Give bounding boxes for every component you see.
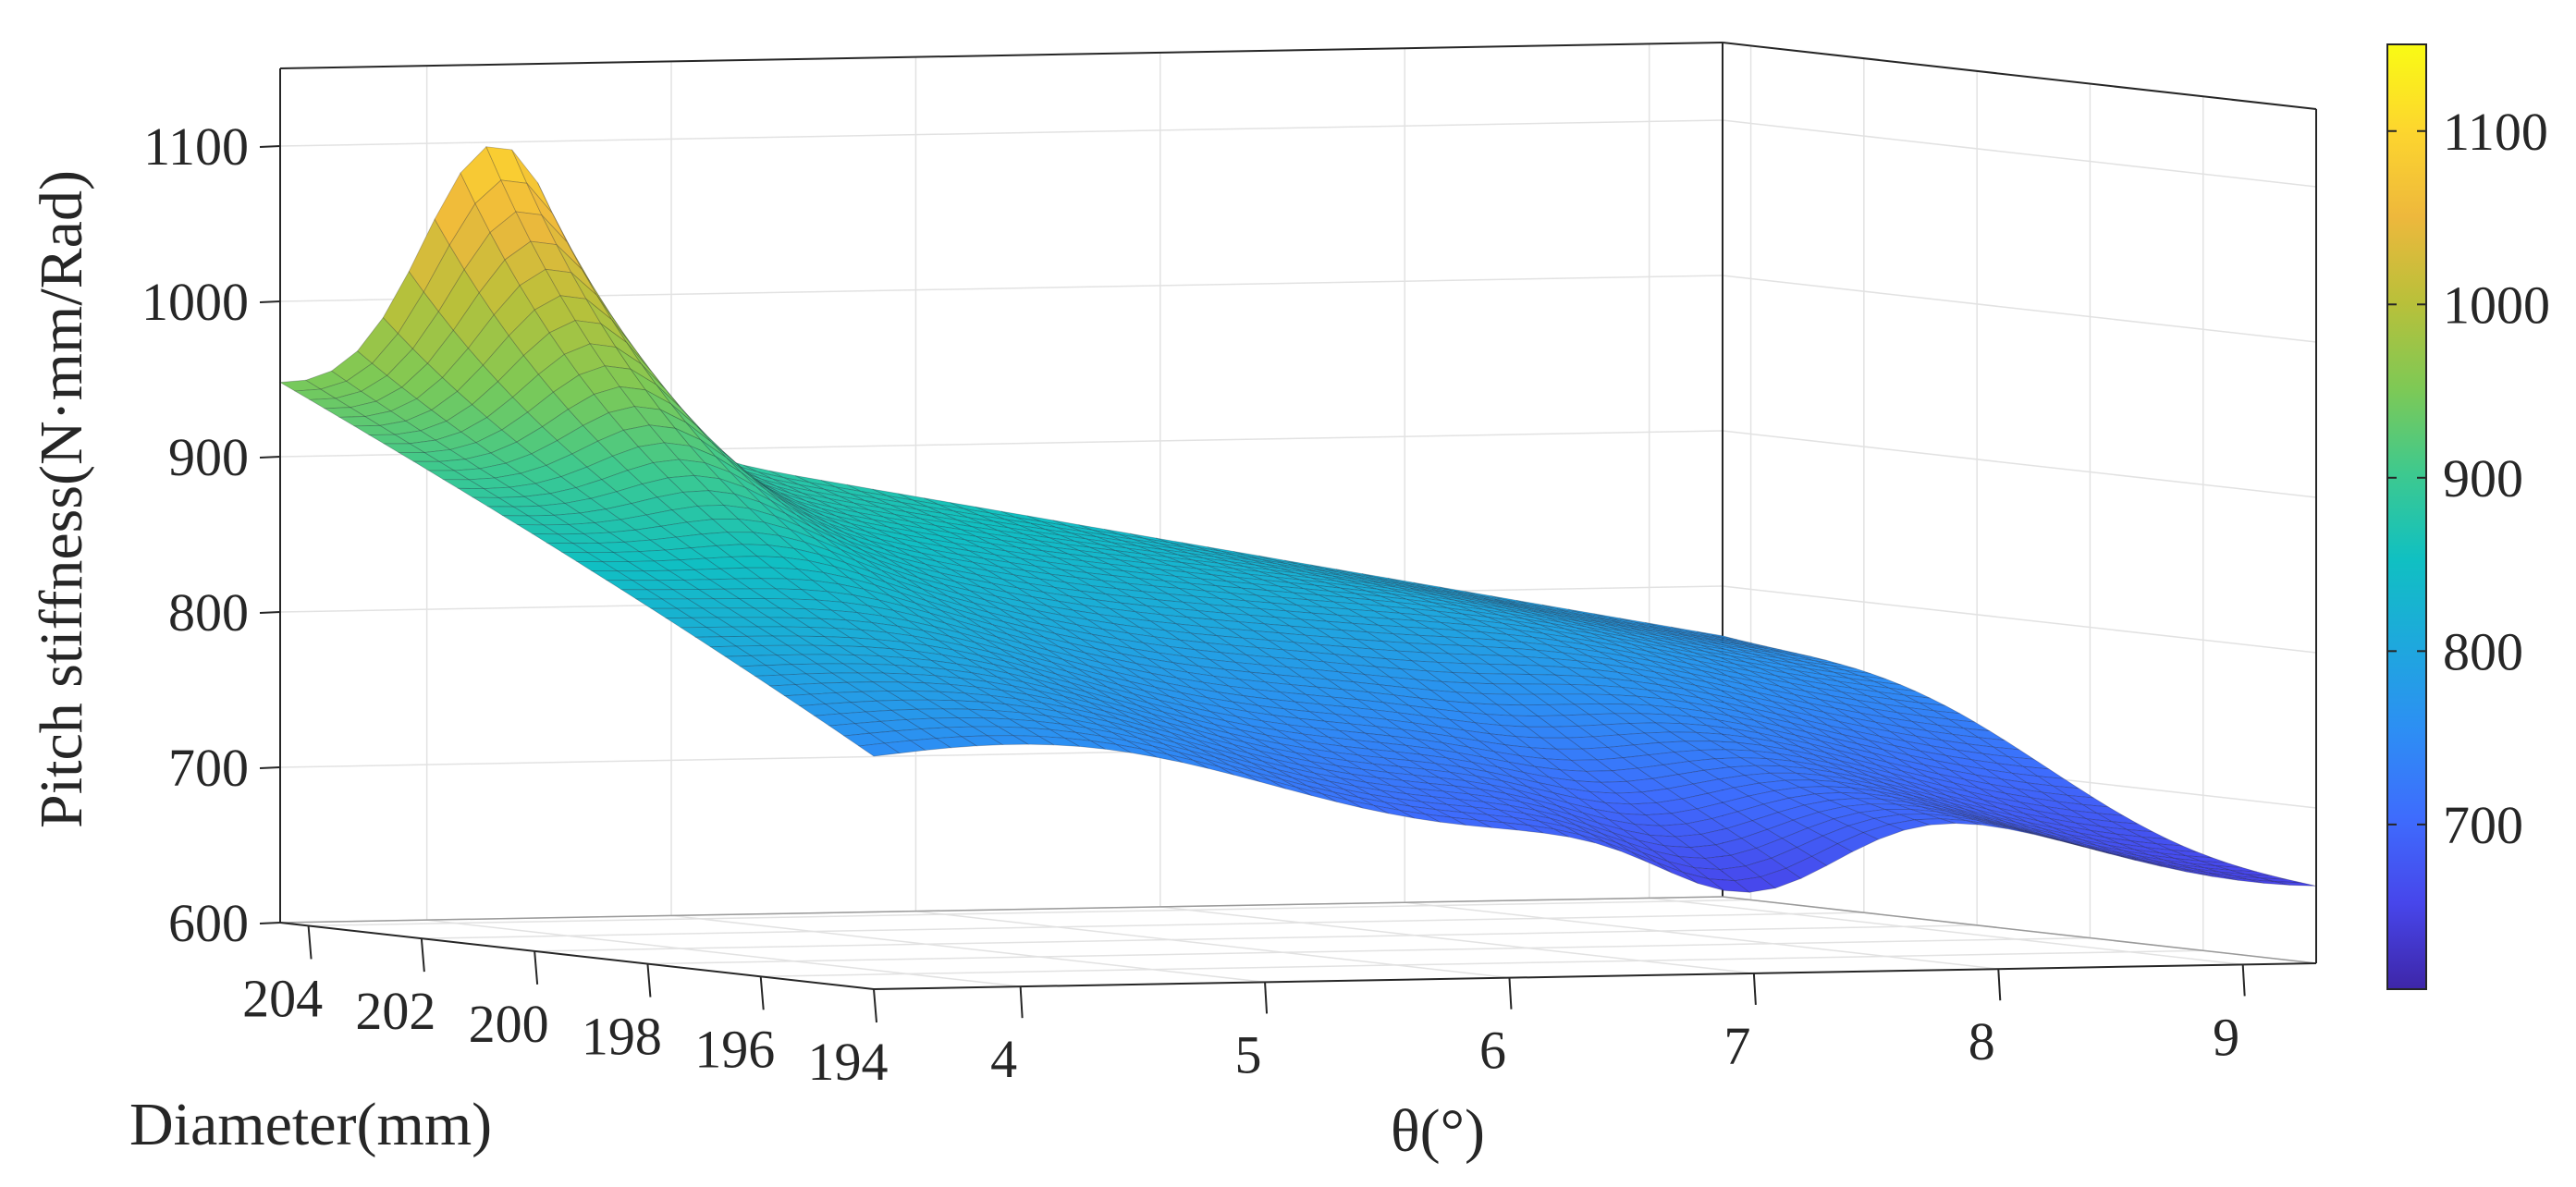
- y-tick: [534, 950, 539, 985]
- x-axis-label: θ(°): [1391, 1097, 1485, 1165]
- z-tick: [259, 145, 281, 148]
- x-tick: [1019, 986, 1024, 1019]
- y-tick: [873, 988, 877, 1023]
- floor-grid-theta: [915, 910, 1510, 979]
- surface-patch: [1830, 665, 1871, 674]
- z-axis-label: Pitch stiffness(N·mm/Rad): [28, 170, 95, 828]
- surface-patch: [2275, 881, 2317, 887]
- box-edge: [1722, 42, 2317, 110]
- x-tick-label: 9: [2213, 1007, 2239, 1067]
- y-tick: [759, 976, 765, 1010]
- z-tick-label: 700: [168, 738, 249, 798]
- x-tick: [1752, 973, 1757, 1005]
- floor-grid-diameter: [308, 899, 1751, 927]
- colorbar-tick-label: 1000: [2443, 275, 2550, 335]
- floor-grid-diameter: [534, 924, 1978, 952]
- x-tick-label: 6: [1479, 1021, 1506, 1081]
- box-edge: [1722, 896, 2317, 964]
- side-wall-grid-z: [1722, 430, 2317, 498]
- surface-patch: [2067, 795, 2109, 808]
- box-edge: [279, 42, 1723, 69]
- floor-grid-diameter: [421, 912, 1864, 939]
- axes: [259, 68, 2317, 1023]
- x-axis-line: [873, 962, 2317, 990]
- floor-grid-theta: [1649, 897, 2243, 966]
- surface-patch: [1726, 638, 1768, 647]
- x-tick-label: 8: [1969, 1011, 1995, 1071]
- surface-patch: [2141, 837, 2183, 847]
- floor-grid-theta: [1159, 906, 1754, 974]
- y-tick: [420, 938, 425, 973]
- z-tick: [259, 922, 281, 924]
- x-tick: [1264, 982, 1269, 1014]
- z-tick-label: 900: [168, 427, 249, 487]
- y-tick-label: 202: [355, 981, 435, 1041]
- surface-patch: [2007, 756, 2050, 770]
- y-tick-label: 196: [694, 1019, 775, 1079]
- colorbar-tick-label: 1100: [2443, 102, 2548, 162]
- y-tick-label: 198: [582, 1007, 662, 1067]
- x-tick-label: 4: [990, 1029, 1017, 1089]
- box-edge: [279, 896, 1723, 924]
- surface-mesh: [278, 145, 2317, 893]
- side-wall-grid-z: [1722, 275, 2317, 343]
- y-tick-label: 204: [242, 968, 323, 1028]
- x-tick: [1997, 969, 2002, 1001]
- z-tick: [259, 766, 281, 769]
- y-tick: [646, 963, 652, 997]
- colorbar: 700 800 900 1000 1100: [2386, 43, 2550, 990]
- floor-grid-theta: [1405, 901, 1999, 970]
- tick-labels: 600 700 800 900 1000 1100 4 5 6 7 8 9 194 196 198 200 20…: [141, 116, 2239, 1092]
- z-tick-label: 800: [168, 582, 249, 642]
- y-tick: [307, 925, 313, 960]
- y-axis-line: [279, 922, 875, 990]
- z-tick: [259, 300, 281, 303]
- surface-patch: [1993, 746, 2035, 760]
- side-wall-grid-z: [1722, 119, 2317, 188]
- surface-patch: [2038, 776, 2079, 789]
- surface-patch: [2171, 850, 2213, 859]
- y-axis-label: Diameter(mm): [129, 1091, 492, 1158]
- x-tick: [2241, 964, 2246, 997]
- side-wall-grid-z: [1722, 585, 2317, 654]
- y-tick-label: 194: [808, 1032, 889, 1092]
- x-tick-label: 5: [1235, 1024, 1262, 1084]
- z-tick: [259, 611, 281, 614]
- surface-patch: [2186, 855, 2227, 863]
- colorbar-tick-label: 700: [2443, 795, 2523, 855]
- floor-grid-theta: [670, 914, 1266, 984]
- y-tick-label: 200: [469, 994, 549, 1054]
- back-wall-grid-z: [279, 119, 1723, 147]
- z-tick-label: 1100: [143, 116, 249, 177]
- floor-grid-theta: [426, 919, 1021, 987]
- surface-patch: [1874, 681, 1916, 691]
- surface-patch: [1741, 642, 1783, 651]
- z-tick-label: 1000: [141, 272, 249, 332]
- surface-patch: [1845, 669, 1886, 679]
- x-tick: [1508, 977, 1513, 1010]
- floor-grid-diameter: [760, 949, 2203, 978]
- surface-patch: [2245, 874, 2287, 880]
- colorbar-gradient: [2386, 43, 2427, 990]
- colorbar-tick-label: 800: [2443, 621, 2523, 681]
- z-tick: [259, 456, 281, 459]
- x-tick-label: 7: [1723, 1016, 1750, 1076]
- z-tick-label: 600: [168, 893, 249, 953]
- surface-patch: [2022, 765, 2065, 779]
- floor-grid-diameter: [647, 936, 2091, 965]
- colorbar-tick-label: 900: [2443, 448, 2523, 508]
